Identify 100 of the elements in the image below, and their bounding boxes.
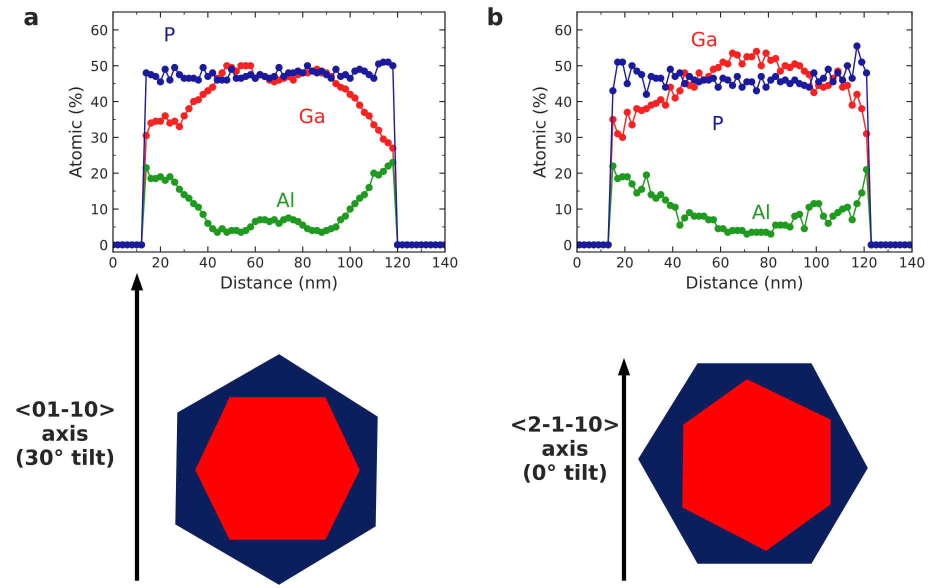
point [171,178,178,186]
point [820,212,828,220]
point [758,62,765,70]
point [275,220,283,227]
point [690,84,698,91]
point [848,216,856,224]
point [824,82,832,90]
point [370,121,378,128]
point [662,196,670,204]
point [638,186,646,193]
y-axis-title: Atomic (%) [68,87,84,178]
point [676,221,684,229]
series-label: Al [752,204,769,219]
point [662,101,670,109]
point [858,105,866,112]
point [199,210,207,218]
x-tick-label: 120 [386,257,410,268]
point [805,204,813,211]
x-axis-title: Distance (nm) [222,276,337,291]
point [624,173,631,180]
y-tick-label: 10 [92,204,108,214]
point [180,191,188,198]
y-tick-label: 30 [92,132,108,143]
point [162,112,169,120]
y-tick-label: 40 [91,96,108,108]
point [724,60,732,68]
point [657,191,664,198]
point [208,84,216,91]
point [657,96,664,104]
x-tick-label: 40 [200,257,216,268]
point [384,162,392,170]
point [624,108,631,116]
point [671,204,679,211]
point [834,208,842,216]
x-tick-label: 80 [760,257,776,268]
point [686,208,694,216]
point [156,173,164,180]
y-tick-label: 0 [564,240,572,250]
point [848,101,856,109]
point [365,184,373,192]
point [628,180,636,188]
y-axis-title: Atomic (%) [532,87,548,178]
point [208,225,216,232]
point [365,112,373,120]
point [185,194,193,202]
y-tick-label: 30 [556,132,572,143]
point [384,139,392,146]
point [738,60,746,68]
point [642,171,650,179]
point [800,225,808,232]
y-tick-label: 0 [100,240,108,250]
point [844,204,852,211]
point [648,191,655,198]
point [176,122,184,130]
point [380,168,387,176]
point [628,121,636,128]
point [332,80,340,88]
point [218,69,226,77]
x-axis-title: Distance (nm) [687,276,802,291]
chart-title: a [24,12,38,26]
y-tick-label: 40 [555,96,572,108]
x-tick-label: 100 [804,257,829,268]
x-tick-label: 140 [900,257,924,268]
text: <01-10> axis (30° tilt) [16,401,114,468]
x-tick-label: 80 [294,257,311,268]
point [246,223,254,231]
point [185,105,193,112]
x-tick-label: 60 [247,257,264,268]
point [853,90,861,98]
point [162,176,169,184]
point [346,205,354,213]
y-tick-label: 20 [91,168,108,179]
chart-title: b [488,7,502,26]
point [767,230,774,238]
point [360,108,368,116]
series-label: Ga [692,32,716,46]
point [796,210,804,218]
point [294,218,302,226]
point [642,105,650,112]
point [299,221,306,229]
y-tick-label: 50 [92,60,108,72]
point [290,76,297,84]
point [374,171,382,179]
point [194,96,202,104]
point [786,223,794,231]
point [815,200,822,208]
point [858,189,866,197]
point [714,64,722,72]
x-tick-label: 140 [433,257,458,268]
point [380,136,387,143]
point [676,87,684,94]
point [700,212,708,220]
point [346,90,354,98]
point [204,87,212,94]
y-tick-label: 50 [556,60,572,72]
y-tick-label: 60 [91,24,108,36]
point [652,100,660,107]
point [695,69,703,77]
point [360,191,368,198]
point [786,64,794,72]
